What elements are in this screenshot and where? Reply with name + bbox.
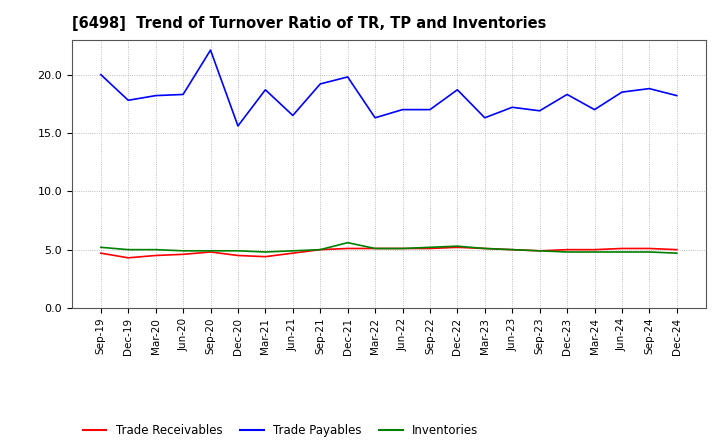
Inventories [480, 246, 489, 251]
Trade Receivables [480, 246, 489, 251]
Line: Inventories: Inventories [101, 242, 677, 253]
Trade Payables [206, 48, 215, 53]
Inventories [151, 247, 160, 252]
Trade Receivables [508, 247, 516, 252]
Trade Receivables [96, 250, 105, 256]
Inventories [124, 247, 132, 252]
Trade Receivables [316, 247, 325, 252]
Trade Payables [124, 98, 132, 103]
Trade Receivables [261, 254, 270, 259]
Line: Trade Payables: Trade Payables [101, 50, 677, 126]
Inventories [426, 245, 434, 250]
Inventories [233, 248, 242, 253]
Trade Receivables [426, 246, 434, 251]
Trade Payables [233, 123, 242, 128]
Trade Payables [536, 108, 544, 114]
Trade Payables [261, 87, 270, 92]
Trade Receivables [618, 246, 626, 251]
Inventories [371, 246, 379, 251]
Inventories [645, 249, 654, 255]
Trade Receivables [179, 252, 187, 257]
Trade Receivables [398, 246, 407, 251]
Trade Receivables [151, 253, 160, 258]
Inventories [672, 250, 681, 256]
Text: [6498]  Trend of Turnover Ratio of TR, TP and Inventories: [6498] Trend of Turnover Ratio of TR, TP… [72, 16, 546, 32]
Trade Payables [343, 74, 352, 80]
Inventories [453, 243, 462, 249]
Inventories [261, 249, 270, 255]
Trade Payables [508, 105, 516, 110]
Inventories [316, 247, 325, 252]
Trade Receivables [590, 247, 599, 252]
Trade Payables [672, 93, 681, 98]
Trade Receivables [453, 245, 462, 250]
Inventories [536, 248, 544, 253]
Inventories [398, 246, 407, 251]
Trade Receivables [672, 247, 681, 252]
Inventories [343, 240, 352, 245]
Inventories [508, 247, 516, 252]
Inventories [590, 249, 599, 255]
Trade Receivables [289, 250, 297, 256]
Trade Receivables [536, 248, 544, 253]
Inventories [563, 249, 572, 255]
Trade Receivables [371, 246, 379, 251]
Legend: Trade Receivables, Trade Payables, Inventories: Trade Receivables, Trade Payables, Inven… [78, 419, 483, 440]
Trade Payables [316, 81, 325, 87]
Trade Receivables [563, 247, 572, 252]
Inventories [179, 248, 187, 253]
Trade Payables [426, 107, 434, 112]
Trade Payables [563, 92, 572, 97]
Trade Payables [371, 115, 379, 121]
Trade Payables [289, 113, 297, 118]
Trade Payables [480, 115, 489, 121]
Trade Payables [645, 86, 654, 91]
Inventories [206, 248, 215, 253]
Trade Receivables [206, 249, 215, 255]
Inventories [618, 249, 626, 255]
Inventories [289, 248, 297, 253]
Inventories [96, 245, 105, 250]
Trade Receivables [645, 246, 654, 251]
Trade Payables [590, 107, 599, 112]
Line: Trade Receivables: Trade Receivables [101, 247, 677, 258]
Trade Receivables [124, 255, 132, 260]
Trade Payables [618, 89, 626, 95]
Trade Receivables [233, 253, 242, 258]
Trade Payables [398, 107, 407, 112]
Trade Payables [151, 93, 160, 98]
Trade Receivables [343, 246, 352, 251]
Trade Payables [96, 72, 105, 77]
Trade Payables [179, 92, 187, 97]
Trade Payables [453, 87, 462, 92]
